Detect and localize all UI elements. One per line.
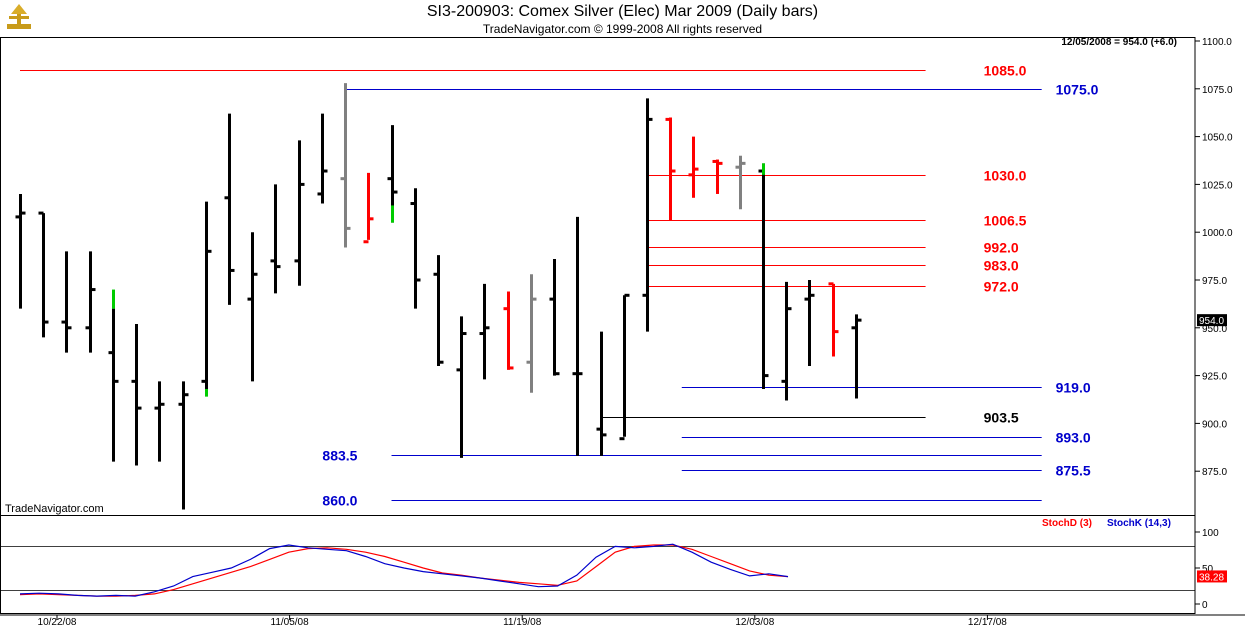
date-tick-label: 12/03/08 — [735, 617, 774, 628]
level-label: 983.0 — [984, 258, 1019, 274]
stoch-last-label: 38.28 — [1199, 572, 1224, 583]
support-resistance-levels: 1085.0 1075.0 1030.0 1006.5 992.0 983.0 972.0 9… — [20, 63, 1099, 509]
level-label: 860.0 — [322, 493, 357, 509]
date-tick-label: 11/05/08 — [271, 617, 310, 628]
price-tick-label: 900.0 — [1202, 419, 1227, 430]
price-tick-label: 975.0 — [1202, 276, 1227, 287]
stoch-tick-label: 0 — [1202, 600, 1208, 611]
level-label: 875.5 — [1056, 463, 1091, 479]
price-tick-label: 925.0 — [1202, 372, 1227, 383]
trade-navigator-logo-icon — [4, 4, 34, 37]
chart-frame — [0, 37, 1245, 616]
stoch-k-legend: StochK (14,3) — [1107, 518, 1171, 529]
last-price-label: 954.0 — [1199, 316, 1224, 327]
date-axis: 10/22/08 11/05/08 11/19/08 12/03/08 12/17/08 — [38, 615, 1007, 628]
level-label: 992.0 — [984, 240, 1019, 256]
level-label: 972.0 — [984, 279, 1019, 295]
date-tick-label: 11/19/08 — [503, 617, 542, 628]
price-bars — [15, 83, 862, 510]
date-tick-label: 12/17/08 — [968, 617, 1007, 628]
stoch-d-legend: StochD (3) — [1042, 518, 1092, 529]
price-tick-label: 1075.0 — [1202, 85, 1233, 96]
stoch-tick-label: 50 — [1202, 564, 1214, 575]
stoch-tick-label: 100 — [1202, 528, 1219, 539]
chart-title: SI3-200903: Comex Silver (Elec) Mar 2009… — [426, 3, 819, 20]
stoch-last-box — [1197, 570, 1227, 583]
watermark-label: TradeNavigator.com — [5, 503, 104, 515]
stoch-panel-border — [0, 515, 1196, 614]
stoch-d-line — [19, 544, 789, 597]
level-label: 1085.0 — [984, 63, 1027, 79]
price-panel-border — [0, 37, 1196, 516]
level-label: 893.0 — [1056, 430, 1091, 446]
date-tick-label: 10/22/08 — [38, 617, 77, 628]
level-label: 903.5 — [984, 410, 1019, 426]
level-label: 883.5 — [322, 448, 357, 464]
last-quote-label: 12/05/2008 = 954.0 (+6.0) — [1061, 37, 1177, 48]
last-price-box — [1197, 314, 1227, 327]
level-label: 1075.0 — [1056, 82, 1099, 98]
price-tick-label: 1000.0 — [1202, 228, 1233, 239]
stochastic-axis: 0 50 100 38.28 — [0, 528, 1227, 611]
price-tick-label: 875.0 — [1202, 467, 1227, 478]
level-label: 919.0 — [1056, 380, 1091, 396]
price-tick-label: 1025.0 — [1202, 180, 1233, 191]
stochastic-lines — [19, 543, 789, 597]
level-label: 1030.0 — [984, 168, 1027, 184]
price-tick-label: 1100.0 — [1202, 37, 1232, 48]
price-tick-label: 950.0 — [1202, 324, 1227, 335]
price-tick-label: 1050.0 — [1202, 133, 1233, 144]
price-axis: 875.0 900.0 925.0 950.0 975.0 1000.0 1025.0 105… — [1195, 37, 1233, 478]
level-label: 1006.5 — [984, 213, 1027, 229]
stoch-k-line — [19, 543, 789, 597]
chart-subtitle: TradeNavigator.com © 1999-2008 All right… — [482, 22, 763, 36]
